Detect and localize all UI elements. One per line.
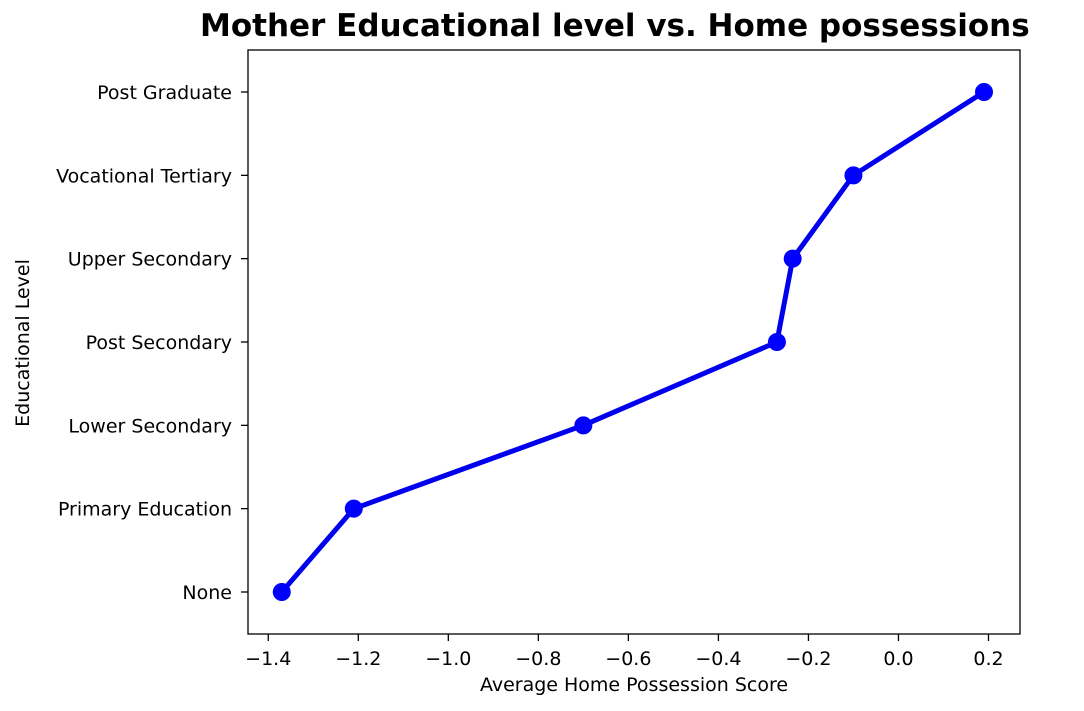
- data-point: [767, 333, 786, 351]
- x-tick-label: −0.6: [605, 648, 651, 670]
- chart-title: Mother Educational level vs. Home posses…: [200, 8, 1030, 44]
- y-axis-label: Educational Level: [12, 259, 34, 427]
- x-tick-label: −0.2: [785, 648, 831, 670]
- y-tick-label: Primary Education: [58, 499, 232, 521]
- x-tick-label: −0.8: [515, 648, 561, 670]
- data-point: [344, 499, 363, 518]
- x-tick-label: −0.4: [695, 648, 741, 670]
- x-tick-label: −1.0: [425, 648, 471, 670]
- x-tick-label: 0.2: [973, 648, 1003, 670]
- y-tick-label: Lower Secondary: [68, 415, 232, 437]
- y-tick-label: Upper Secondary: [68, 249, 232, 271]
- y-tick-label: Post Graduate: [97, 82, 232, 104]
- data-point: [272, 583, 291, 601]
- y-tick-label: None: [182, 582, 232, 604]
- x-tick-label: −1.4: [245, 648, 291, 670]
- data-point: [783, 249, 802, 268]
- data-point: [844, 166, 863, 185]
- data-point: [574, 416, 593, 435]
- data-point: [974, 83, 993, 101]
- plot-frame: [247, 49, 1021, 635]
- series-line: [279, 89, 987, 595]
- y-tick-label: Post Secondary: [86, 332, 232, 354]
- x-axis-label: Average Home Possession Score: [479, 674, 789, 696]
- x-tick-label: 0.0: [883, 648, 913, 670]
- x-tick-label: −1.2: [335, 648, 381, 670]
- y-tick-label: Vocational Tertiary: [56, 165, 232, 187]
